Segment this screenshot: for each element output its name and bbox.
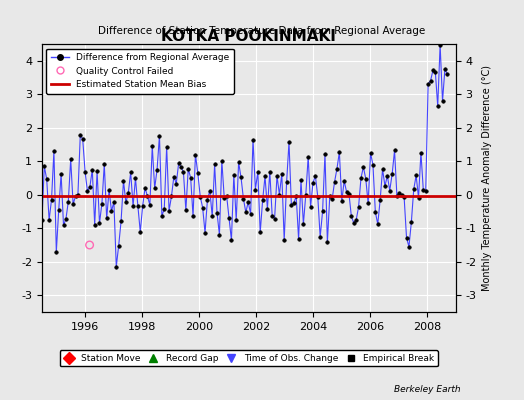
Text: Difference of Station Temperature Data from Regional Average: Difference of Station Temperature Data f… xyxy=(99,26,425,36)
Legend: Station Move, Record Gap, Time of Obs. Change, Empirical Break: Station Move, Record Gap, Time of Obs. C… xyxy=(60,350,438,366)
Point xyxy=(85,242,94,248)
Y-axis label: Monthly Temperature Anomaly Difference (°C): Monthly Temperature Anomaly Difference (… xyxy=(482,65,492,291)
Title: KOTKA POOKINMAKI: KOTKA POOKINMAKI xyxy=(161,29,336,44)
Text: Berkeley Earth: Berkeley Earth xyxy=(395,385,461,394)
